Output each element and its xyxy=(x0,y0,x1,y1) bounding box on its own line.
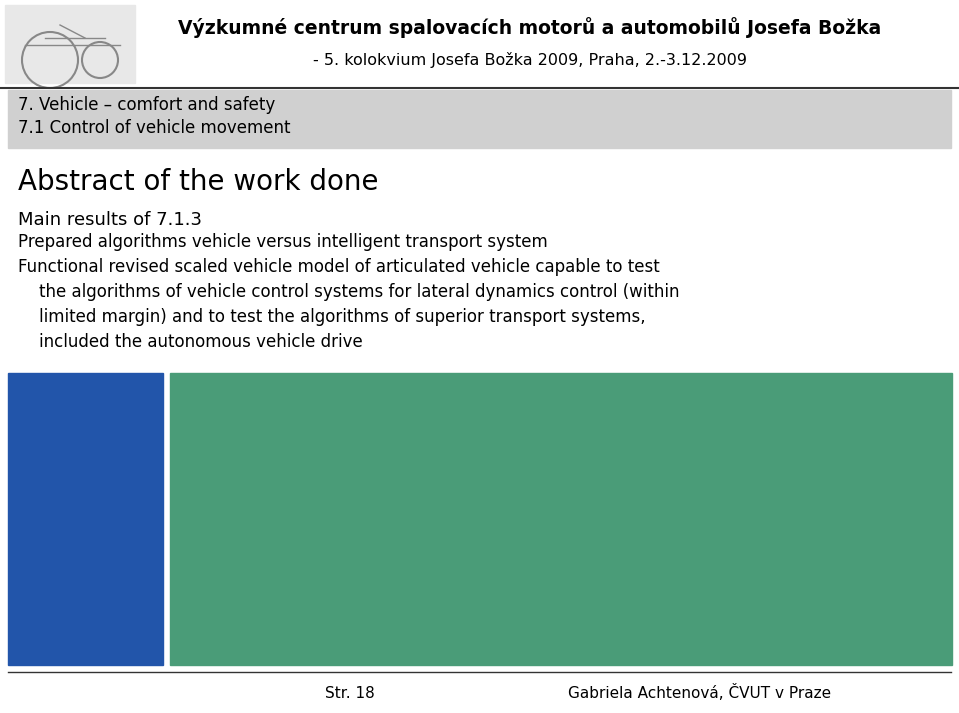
Text: Abstract of the work done: Abstract of the work done xyxy=(18,168,379,196)
Text: Functional revised scaled vehicle model of articulated vehicle capable to test: Functional revised scaled vehicle model … xyxy=(18,258,660,276)
Bar xyxy=(8,373,163,665)
Text: Gabriela Achtenová, ČVUT v Praze: Gabriela Achtenová, ČVUT v Praze xyxy=(569,684,831,702)
Bar xyxy=(0,0,959,88)
Bar xyxy=(5,5,135,83)
Text: Prepared algorithms vehicle versus intelligent transport system: Prepared algorithms vehicle versus intel… xyxy=(18,233,548,251)
Text: included the autonomous vehicle drive: included the autonomous vehicle drive xyxy=(18,333,363,351)
Text: Main results of 7.1.3: Main results of 7.1.3 xyxy=(18,211,202,229)
Text: Str. 18: Str. 18 xyxy=(325,685,375,700)
Bar xyxy=(8,90,951,148)
Text: 7. Vehicle – comfort and safety: 7. Vehicle – comfort and safety xyxy=(18,96,275,114)
Bar xyxy=(8,90,951,148)
Text: Výzkumné centrum spalovacích motorů a automobilů Josefa Božka: Výzkumné centrum spalovacích motorů a au… xyxy=(178,18,881,39)
Text: - 5. kolokvium Josefa Božka 2009, Praha, 2.-3.12.2009: - 5. kolokvium Josefa Božka 2009, Praha,… xyxy=(313,52,747,68)
Bar xyxy=(170,373,952,665)
Text: the algorithms of vehicle control systems for lateral dynamics control (within: the algorithms of vehicle control system… xyxy=(18,283,680,301)
Text: limited margin) and to test the algorithms of superior transport systems,: limited margin) and to test the algorith… xyxy=(18,308,645,326)
Bar xyxy=(170,373,952,665)
Text: 7.1 Control of vehicle movement: 7.1 Control of vehicle movement xyxy=(18,119,291,137)
